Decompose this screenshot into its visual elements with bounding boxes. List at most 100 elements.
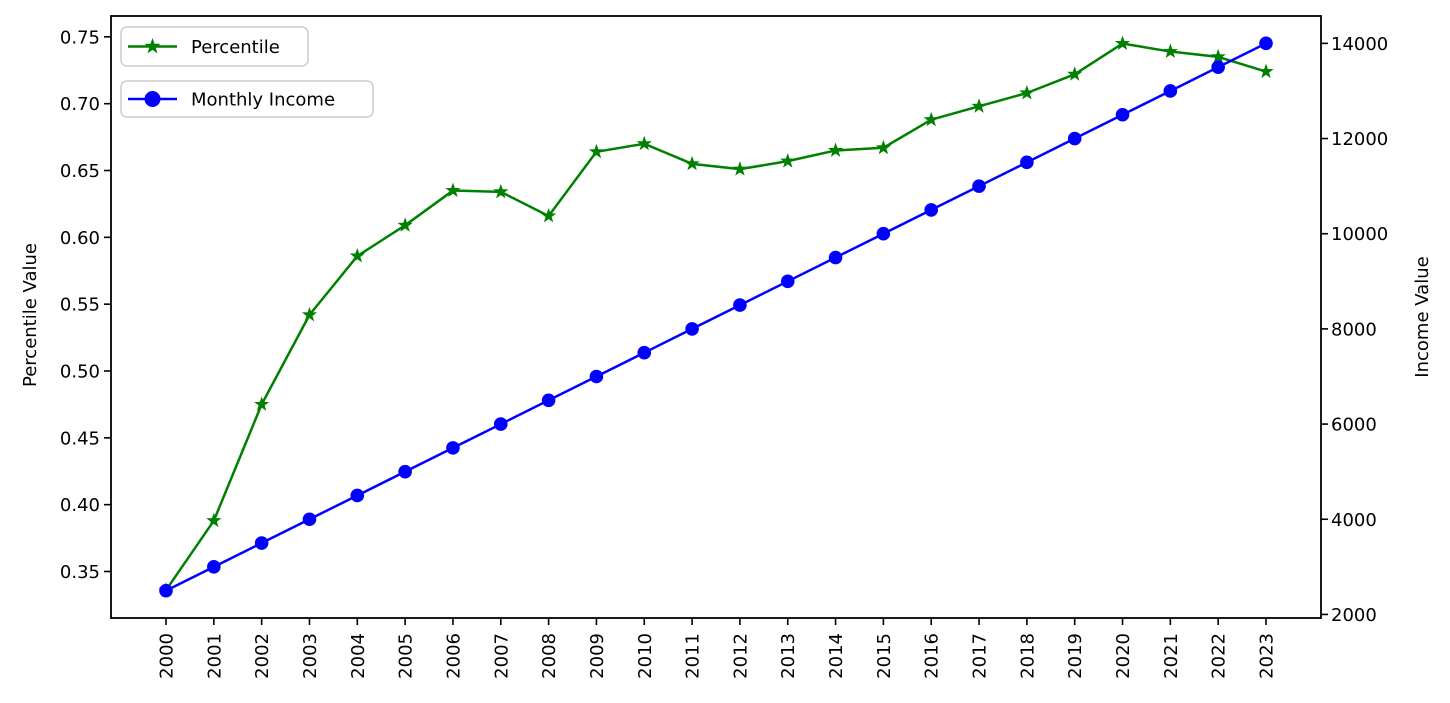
plot-area-border [110,15,1322,619]
x-axis-tick-label: 2018 [1017,633,1038,679]
percentile-marker [206,512,222,528]
x-axis-tick-label: 2002 [252,633,273,679]
monthly-income-marker [254,536,269,550]
percentile-marker [732,161,748,176]
legend-label: Monthly Income [191,90,335,111]
x-axis-tick-label: 2007 [491,633,512,679]
y-axis-right-tick-label: 4000 [1331,510,1377,531]
percentile-marker [684,155,700,171]
monthly-income-marker [350,488,365,503]
x-axis-tick-label: 2008 [539,633,560,679]
monthly-income-marker [733,298,747,312]
legend-box [120,80,374,118]
percentile-marker [827,142,844,157]
monthly-income-marker [589,369,604,384]
monthly-income-marker [446,441,460,455]
percentile-marker [445,182,461,198]
monthly-income-marker [685,322,699,336]
x-axis-tick-label: 2023 [1257,633,1278,679]
percentile-marker [1114,35,1131,51]
percentile-marker [923,111,939,127]
y-axis-left: 0.75 0.70 0.65 0.60 0.55 0.50 0.45 0.40 0.35 Perc… [20,27,111,583]
monthly-income-marker [1020,155,1034,170]
x-axis-tick-label: 2021 [1161,633,1182,679]
x-axis-tick-label: 2000 [157,633,178,679]
legend-box [120,26,309,67]
legend-monthly-income: Monthly Income [120,80,374,118]
x-axis-tick-label: 2017 [970,633,991,679]
monthly-income-marker [1211,60,1225,74]
monthly-income-line [164,42,1268,592]
x-axis-tick-label: 2003 [300,633,321,679]
y-axis-right-tick-label: 6000 [1331,415,1377,436]
y-axis-right-tick-label: 14000 [1331,34,1388,55]
percentile-marker [875,139,891,155]
monthly-income-marker [398,464,412,479]
percentile-marker [636,135,652,151]
percentile-marker [541,207,557,223]
series-percentile [158,35,1274,597]
y-axis-right: 14000 12000 10000 8000 6000 4000 2000 Income Va… [1321,34,1433,626]
monthly-income-marker [302,512,317,527]
y-axis-right-tick-label: 2000 [1331,605,1377,626]
y-axis-right-title: Income Value [1412,256,1433,377]
percentile-marker [1162,43,1178,59]
monthly-income-marker [1115,107,1130,122]
percentile-marker [254,396,270,411]
x-axis-tick-label: 2001 [204,633,225,679]
monthly-income-marker [972,179,986,193]
y-axis-left-tick-label: 0.70 [60,94,100,115]
percentile-marker [397,217,413,232]
y-axis-left-tick-label: 0.75 [60,27,100,48]
monthly-income-marker [637,345,652,360]
percentile-marker [493,183,509,199]
x-axis-tick-label: 2010 [635,633,656,679]
monthly-income-marker [493,417,508,431]
percentile-marker [588,143,605,159]
y-axis-left-tick-label: 0.45 [60,428,100,449]
percentile-marker [1067,66,1083,81]
percentile-marker [1258,63,1274,79]
x-axis-tick-label: 2004 [348,633,369,679]
x-axis-tick-label: 2006 [443,633,464,679]
percentile-line [164,42,1268,592]
y-axis-left-title: Percentile Value [20,243,41,387]
x-axis-tick-label: 2019 [1065,633,1086,679]
percentile-marker [971,98,987,113]
y-axis-left-tick-label: 0.60 [60,228,100,249]
percentile-marker [349,248,365,263]
x-axis-tick-label: 2015 [874,633,895,679]
legend-star-icon [144,38,161,54]
x-axis-tick-label: 2013 [778,633,799,679]
monthly-income-marker [1259,36,1273,51]
monthly-income-marker [541,393,556,408]
y-axis-right-tick-label: 10000 [1331,224,1388,245]
percentile-marker [780,153,796,168]
monthly-income-marker [876,226,891,241]
y-axis-left-tick-label: 0.65 [60,161,100,182]
x-axis-tick-label: 2011 [683,633,704,679]
y-axis-right-tick-label: 12000 [1331,129,1388,150]
x-axis-tick-label: 2005 [396,633,417,679]
monthly-income-marker [1067,131,1082,146]
percentile-marker [301,306,318,322]
monthly-income-marker [780,274,795,289]
percentile-marker [1210,48,1226,64]
x-axis-tick-label: 2022 [1209,633,1230,679]
percentile-marker [1019,84,1035,100]
monthly-income-marker [159,583,173,598]
y-axis-left-tick-label: 0.35 [60,562,100,583]
y-axis-left-tick-label: 0.50 [60,361,100,382]
series-monthly-income [159,36,1273,598]
x-axis-tick-label: 2014 [826,633,847,679]
x-axis-tick-label: 2009 [587,633,608,679]
legend-circle-icon [144,91,161,107]
monthly-income-marker [207,560,221,574]
x-axis-tick-label: 2016 [922,633,943,679]
x-axis: 2000 2001 2002 2003 2004 2005 2006 2007 2008 2009… [157,618,1278,679]
y-axis-right-tick-label: 8000 [1331,319,1377,340]
monthly-income-marker [1163,84,1178,98]
x-axis-tick-label: 2020 [1113,633,1134,679]
